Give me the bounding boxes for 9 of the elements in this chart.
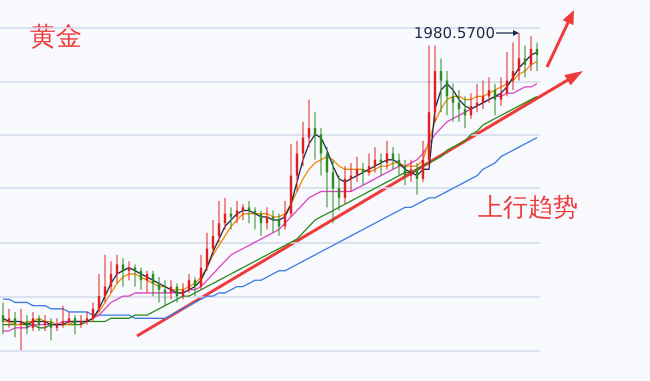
candlestick xyxy=(128,260,130,281)
candlestick xyxy=(134,264,136,288)
annotation: 1980.5700 xyxy=(414,24,495,42)
candlestick xyxy=(350,162,352,192)
annotation: 上行趋势 xyxy=(478,192,578,222)
candlestick xyxy=(230,206,232,230)
candlestick xyxy=(56,318,58,332)
chart-title: 黄金 xyxy=(30,21,82,54)
candlestick xyxy=(476,83,478,113)
